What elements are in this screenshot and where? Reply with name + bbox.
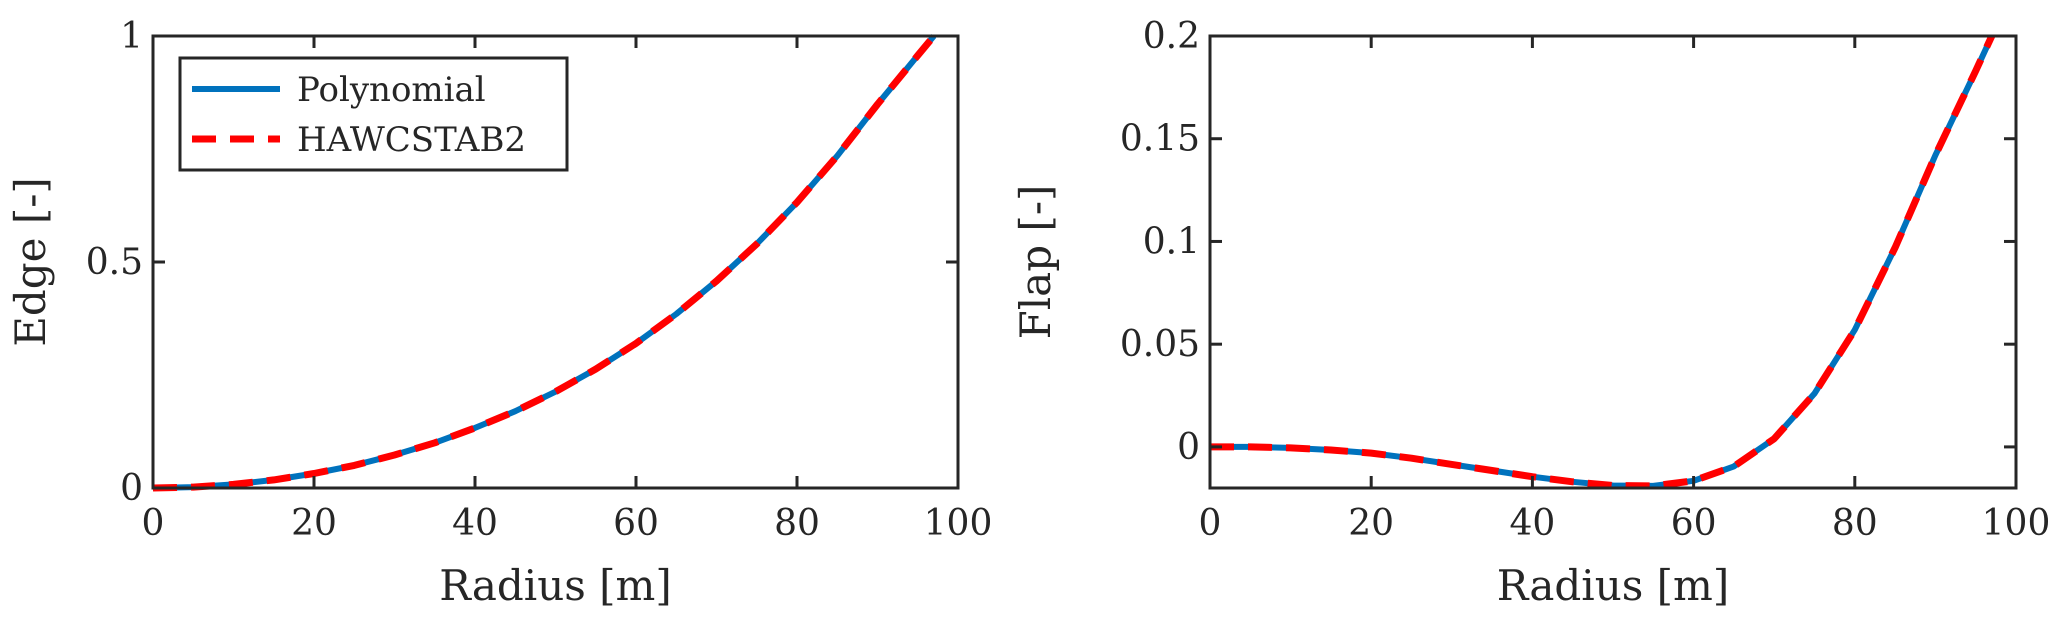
x-tick-label: 20: [1348, 503, 1394, 544]
axes-box: [1208, 34, 2018, 490]
x-tick-label: 0: [142, 503, 165, 544]
y-tick-label: 0.15: [1120, 119, 1200, 160]
series-line-polynomial: [1210, 34, 1995, 489]
y-tick-label: 0: [1177, 427, 1200, 468]
legend-label: Polynomial: [297, 70, 486, 110]
x-tick-label: 40: [452, 503, 498, 544]
chart-panel-2: 0 20 40 60 80 100 0 0.05 0.1 0.15 0.2 Radius [m] Fla…: [1011, 16, 2050, 610]
legend-label: HAWCSTAB2: [297, 120, 526, 160]
y-axis-label: Flap [-]: [1011, 185, 1060, 340]
x-tick-label: 100: [924, 503, 993, 544]
y-tick-label: 0: [120, 468, 143, 509]
y-tick-label: 0.05: [1120, 324, 1200, 365]
x-tick-label: 0: [1199, 503, 1222, 544]
x-tick-label: 80: [774, 503, 820, 544]
legend-box: [178, 56, 569, 172]
chart-panel-1: 0 20 40 60 80 100 0 0.5 1 Radius [m] Edge [-] Polyn…: [6, 16, 992, 610]
x-tick-label: 40: [1509, 503, 1555, 544]
y-tick-label: 0.5: [86, 242, 143, 283]
x-tick-label: 100: [1982, 503, 2051, 544]
x-axis-label: Radius [m]: [1497, 561, 1730, 610]
series-line-hawcstab2: [152, 33, 937, 492]
x-tick-label: 60: [1671, 503, 1717, 544]
y-tick-label: 1: [120, 16, 143, 57]
y-tick-label: 0.2: [1143, 16, 1200, 57]
x-tick-label: 60: [613, 503, 659, 544]
x-tick-label: 20: [291, 503, 337, 544]
y-tick-label: 0.1: [1143, 221, 1200, 262]
y-axis-label: Edge [-]: [6, 177, 55, 347]
legend: Polynomial HAWCSTAB2: [178, 56, 569, 172]
series-line-hawcstab2: [1210, 34, 1995, 490]
x-tick-label: 80: [1832, 503, 1878, 544]
x-axis-label: Radius [m]: [439, 561, 672, 610]
